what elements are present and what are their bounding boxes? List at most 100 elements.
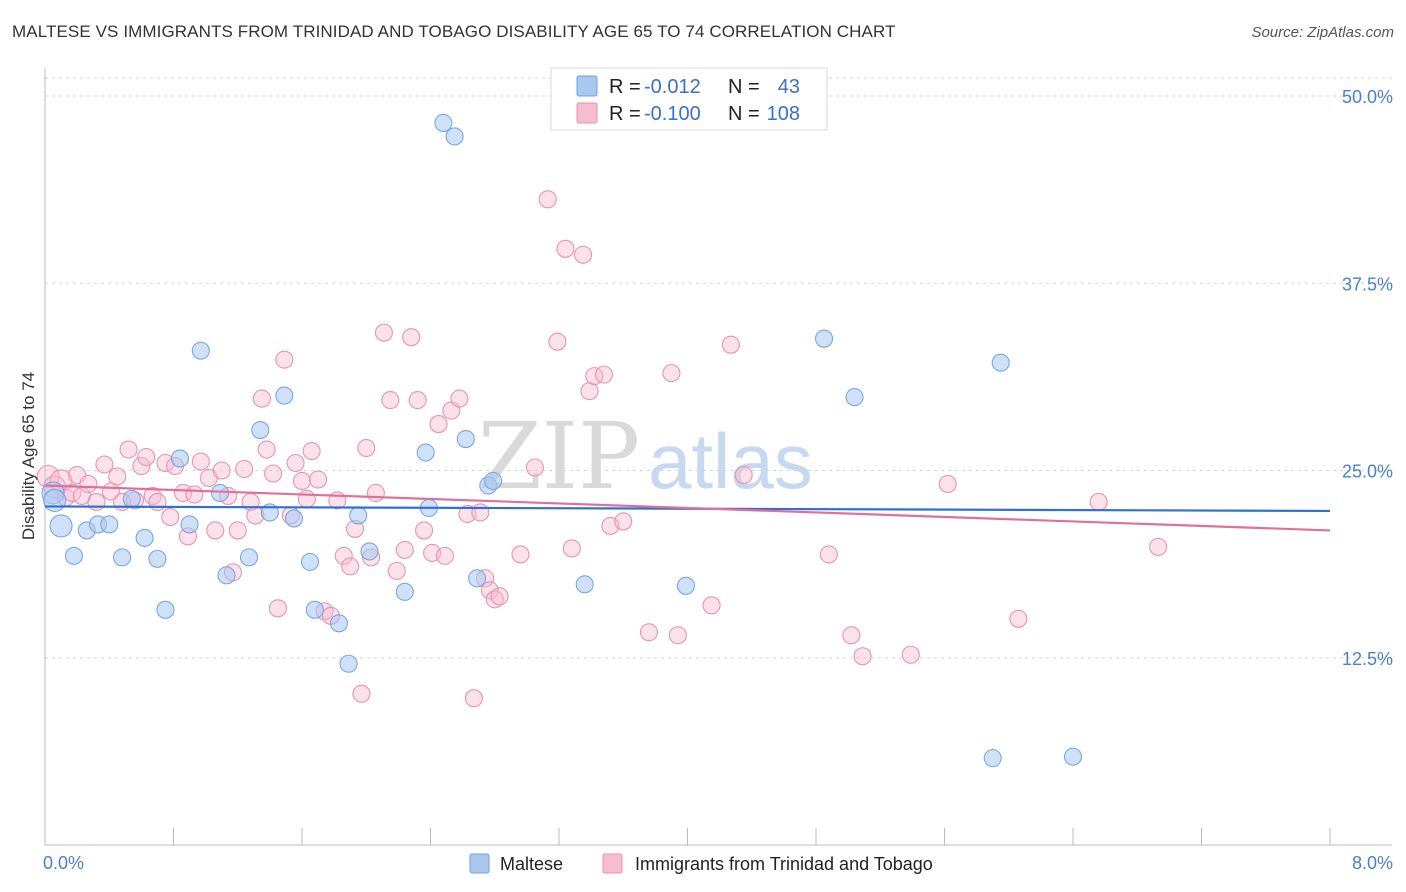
legend-swatch-trinidad <box>576 102 598 124</box>
watermark-atlas: atlas <box>648 417 813 505</box>
data-points <box>36 113 1168 768</box>
trinidad-point-92 <box>734 465 753 485</box>
grid-lines <box>45 77 1392 659</box>
legend-n-label-trinidad: N = <box>728 103 760 125</box>
maltese-point-7 <box>113 548 132 567</box>
trinidad-point-79 <box>556 239 575 258</box>
maltese-point-1 <box>43 488 67 513</box>
maltese-point-25 <box>339 654 358 673</box>
maltese-point-41 <box>991 353 1010 372</box>
y-tick-label-1: 25.0% <box>1342 462 1393 482</box>
maltese-point-18 <box>251 421 270 440</box>
chart-title: MALTESE VS IMMIGRANTS FROM TRINIDAD AND … <box>12 22 896 41</box>
bottom-legend-swatch-maltese <box>469 853 490 874</box>
maltese-point-15 <box>211 483 230 503</box>
trinidad-point-39 <box>275 350 294 369</box>
trinidad-point-45 <box>309 470 328 489</box>
maltese-point-14 <box>191 341 210 360</box>
trinidad-point-88 <box>662 364 681 383</box>
maltese-point-43 <box>1063 747 1083 766</box>
maltese-point-8 <box>122 489 141 509</box>
trinidad-point-69 <box>464 689 483 708</box>
maltese-point-6 <box>100 515 119 534</box>
legend-swatch-maltese <box>576 75 598 97</box>
trinidad-point-41 <box>286 453 305 473</box>
maltese-point-37 <box>575 575 594 594</box>
trinidad-point-42 <box>292 471 312 491</box>
trinidad-point-16 <box>137 447 156 467</box>
maltese-point-28 <box>395 582 414 601</box>
trinidad-point-100 <box>1149 537 1168 556</box>
x-tick-label-0: 0.0% <box>43 853 84 873</box>
trinidad-point-75 <box>511 545 530 564</box>
maltese-point-21 <box>284 509 304 528</box>
trinidad-point-55 <box>366 483 385 503</box>
trinidad-point-74 <box>490 587 509 606</box>
bottom-legend-swatch-trinidad <box>602 853 623 874</box>
trinidad-point-28 <box>212 461 231 480</box>
trinidad-point-8 <box>87 492 106 512</box>
trinidad-point-62 <box>415 521 434 540</box>
y-tick-label-0: 12.5% <box>1342 649 1393 669</box>
trinidad-point-52 <box>352 684 371 703</box>
maltese-point-29 <box>416 443 435 462</box>
trinidad-point-73 <box>485 590 504 609</box>
trinidad-point-53 <box>357 438 376 458</box>
trinidad-point-81 <box>574 245 593 264</box>
trinidad-point-50 <box>341 557 360 576</box>
watermark: ZIP atlas <box>478 403 813 510</box>
trinidad-point-80 <box>562 539 581 558</box>
trinidad-point-87 <box>639 623 659 642</box>
trinidad-point-99 <box>1089 492 1108 512</box>
trinidad-point-89 <box>668 626 687 645</box>
maltese-point-40 <box>845 388 864 407</box>
stats-legend: R = -0.012 N = 43 R = -0.100 N = 108 <box>550 67 828 131</box>
trinidad-point-27 <box>206 521 225 540</box>
trinidad-point-84 <box>594 365 614 384</box>
trinidad-point-13 <box>119 440 138 459</box>
trinidad-point-70 <box>471 503 490 522</box>
maltese-point-17 <box>239 548 259 567</box>
trinidad-point-60 <box>402 328 421 347</box>
y-axis-label: Disability Age 65 to 74 <box>19 372 38 540</box>
trinidad-point-83 <box>585 367 604 386</box>
trinidad-point-76 <box>525 458 544 477</box>
maltese-point-2 <box>49 514 73 538</box>
trinidad-point-97 <box>938 474 957 494</box>
maltese-point-23 <box>305 600 324 619</box>
maltese-point-9 <box>135 528 154 547</box>
y-tick-label-3: 50.0% <box>1342 87 1393 107</box>
trend-lines <box>44 484 1331 532</box>
bottom-legend-label-maltese: Maltese <box>500 854 563 874</box>
legend-n-value-maltese: 43 <box>778 76 800 98</box>
trinidad-point-43 <box>297 489 316 509</box>
legend-r-label-maltese: R = <box>609 76 641 98</box>
trinidad-point-11 <box>108 467 127 486</box>
legend-r-label-trinidad: R = <box>609 103 641 125</box>
trinidad-point-98 <box>1009 609 1028 628</box>
trinidad-point-38 <box>268 599 287 618</box>
x-tick-label-1: 8.0% <box>1352 853 1393 873</box>
trinidad-point-67 <box>450 389 469 408</box>
trinidad-point-17 <box>143 486 162 506</box>
axes <box>44 68 1392 846</box>
trinidad-point-32 <box>235 459 254 479</box>
trinidad-point-91 <box>721 335 740 354</box>
maltese-point-31 <box>434 113 453 133</box>
trinidad-point-44 <box>302 441 321 461</box>
trinidad-trend-line <box>44 484 1331 532</box>
trinidad-point-72 <box>480 581 499 600</box>
maltese-point-42 <box>983 749 1002 768</box>
legend-r-value-trinidad: -0.100 <box>644 103 701 125</box>
maltese-point-13 <box>180 515 199 534</box>
maltese-point-33 <box>456 429 475 449</box>
bottom-legend-label-trinidad: Immigrants from Trinidad and Tobago <box>635 854 933 874</box>
source-label: Source: ZipAtlas.com <box>1251 24 1394 41</box>
trinidad-point-96 <box>901 645 920 664</box>
trinidad-point-94 <box>842 626 861 645</box>
maltese-point-11 <box>156 600 175 619</box>
trinidad-point-9 <box>95 455 114 474</box>
trinidad-point-15 <box>132 456 151 476</box>
y-tick-label-2: 37.5% <box>1342 274 1393 294</box>
